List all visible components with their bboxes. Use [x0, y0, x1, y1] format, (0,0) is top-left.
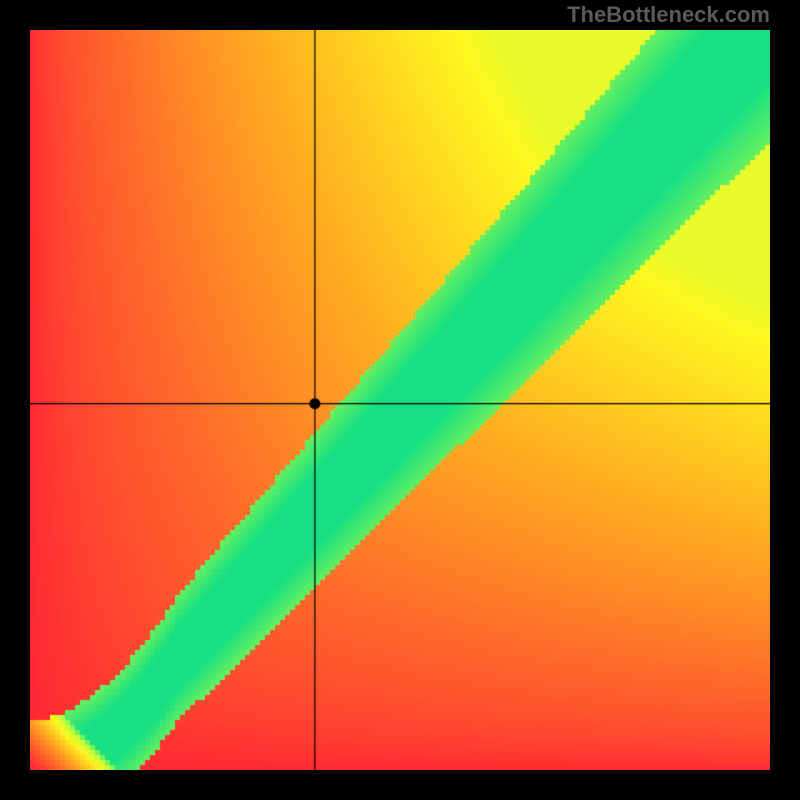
- heatmap-canvas: [30, 30, 770, 770]
- plot-area: [30, 30, 770, 770]
- watermark-text: TheBottleneck.com: [567, 2, 770, 28]
- chart-frame: TheBottleneck.com: [0, 0, 800, 800]
